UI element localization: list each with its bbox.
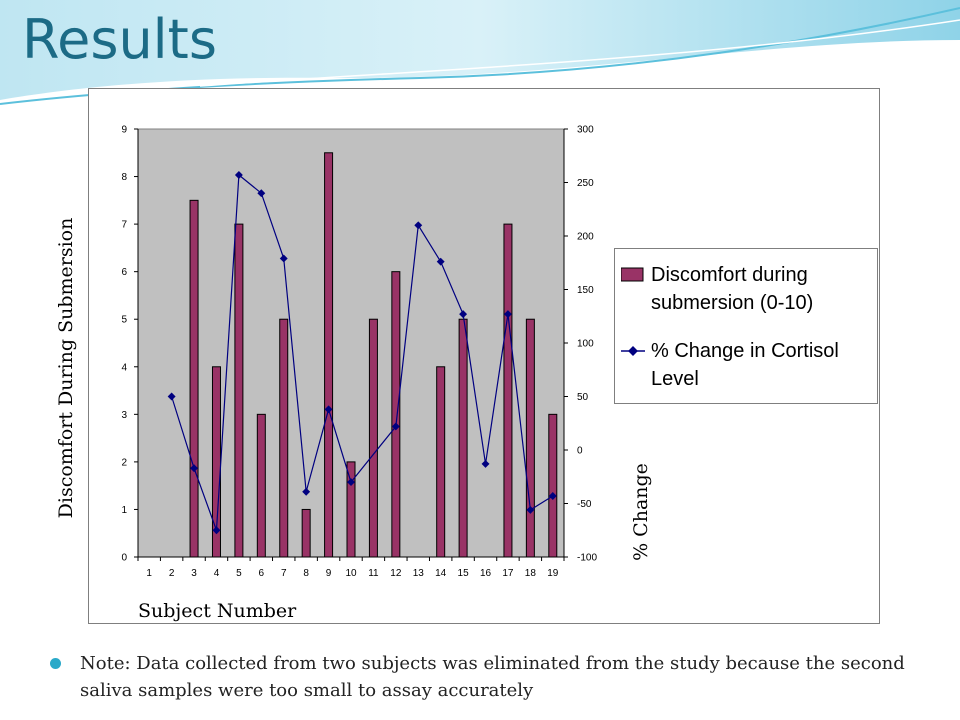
legend-line-swatch [621,346,645,356]
bar [279,318,289,558]
x-tick-label: 16 [480,568,492,579]
y-tick-label-left: 2 [121,457,127,468]
x-tick-label: 19 [547,568,559,579]
cortisol-point [481,459,490,468]
x-tick-label: 10 [345,568,357,579]
y-tick-label-right: -100 [577,553,597,564]
bar [436,366,446,558]
legend-label-cortisol: % Change in Cortisol Level [651,340,839,390]
bar [346,461,356,558]
y-tick-label-left: 1 [121,505,127,516]
x-tick-label: 3 [191,568,197,579]
y-tick-label-left: 9 [121,125,127,136]
bullet-icon [50,658,61,669]
x-tick-label: 9 [326,568,332,579]
legend-label-discomfort: Discomfort during submersion (0-10) [651,264,814,314]
bar [301,508,311,558]
x-tick-label: 11 [368,568,379,579]
x-axis-label: Subject Number [138,600,297,622]
x-tick-label: 12 [390,568,402,579]
y-tick-label-right: 300 [577,125,594,136]
x-tick-label: 8 [303,568,309,579]
x-tick-label: 15 [458,568,470,579]
y-tick-label-left: 3 [121,410,127,421]
y-tick-label-right: 250 [577,178,594,189]
bar [189,199,199,558]
y-tick-label-left: 6 [121,267,127,278]
x-tick-label: 6 [259,568,265,579]
y-tick-label-left: 5 [121,315,127,326]
bar [256,413,266,558]
slide-title: Results [22,8,217,71]
y-tick-label-right: 50 [577,392,589,403]
cortisol-point [548,492,557,500]
y-axis-label-left: Discomfort During Submersion [55,217,77,519]
y-tick-label-left: 4 [121,362,127,373]
footnote: Note: Data collected from two subjects w… [50,650,940,704]
bar [234,223,244,558]
y-tick-label-right: 200 [577,232,594,243]
x-tick-label: 7 [281,568,287,579]
y-tick-label-right: 150 [577,285,594,296]
bar [503,223,513,558]
y-axis-label-right: % Change [630,463,652,561]
cortisol-point [436,257,445,266]
bar [391,271,401,558]
cortisol-point [279,254,288,263]
x-tick-label: 4 [214,568,220,579]
bar [548,413,558,558]
cortisol-point [526,505,535,514]
x-tick-label: 18 [525,568,537,579]
bar [368,318,378,558]
chart-legend: Discomfort during submersion (0-10) % Ch… [614,248,878,404]
cortisol-point [347,478,355,487]
cortisol-point [391,422,400,431]
bar [458,318,468,558]
bar [324,152,334,558]
header-swoosh-line [199,19,960,87]
x-tick-label: 14 [435,568,447,579]
x-tick-label: 1 [146,568,152,579]
y-tick-label-right: 0 [577,446,583,457]
cortisol-point [324,405,333,414]
x-tick-label: 5 [236,568,242,579]
y-tick-label-right: -50 [577,499,592,510]
legend-bar-swatch [621,267,644,282]
cortisol-point [302,487,311,496]
header-swoosh [0,0,960,100]
y-tick-label-left: 0 [121,553,127,564]
y-tick-label-left: 8 [121,172,127,183]
x-tick-label: 2 [169,568,175,579]
y-tick-label-right: 100 [577,339,594,350]
y-tick-label-left: 7 [121,220,127,231]
x-tick-label: 13 [413,568,425,579]
bar [525,318,535,558]
cortisol-point [414,221,423,230]
x-tick-label: 17 [502,568,514,579]
chart-area: 0 1 2 3 4 5 6 7 8 9 -100 -50 0 50 100 150 200 250 300 1 2 3 4 5… [88,88,880,624]
footnote-text: Note: Data collected from two subjects w… [80,653,905,701]
